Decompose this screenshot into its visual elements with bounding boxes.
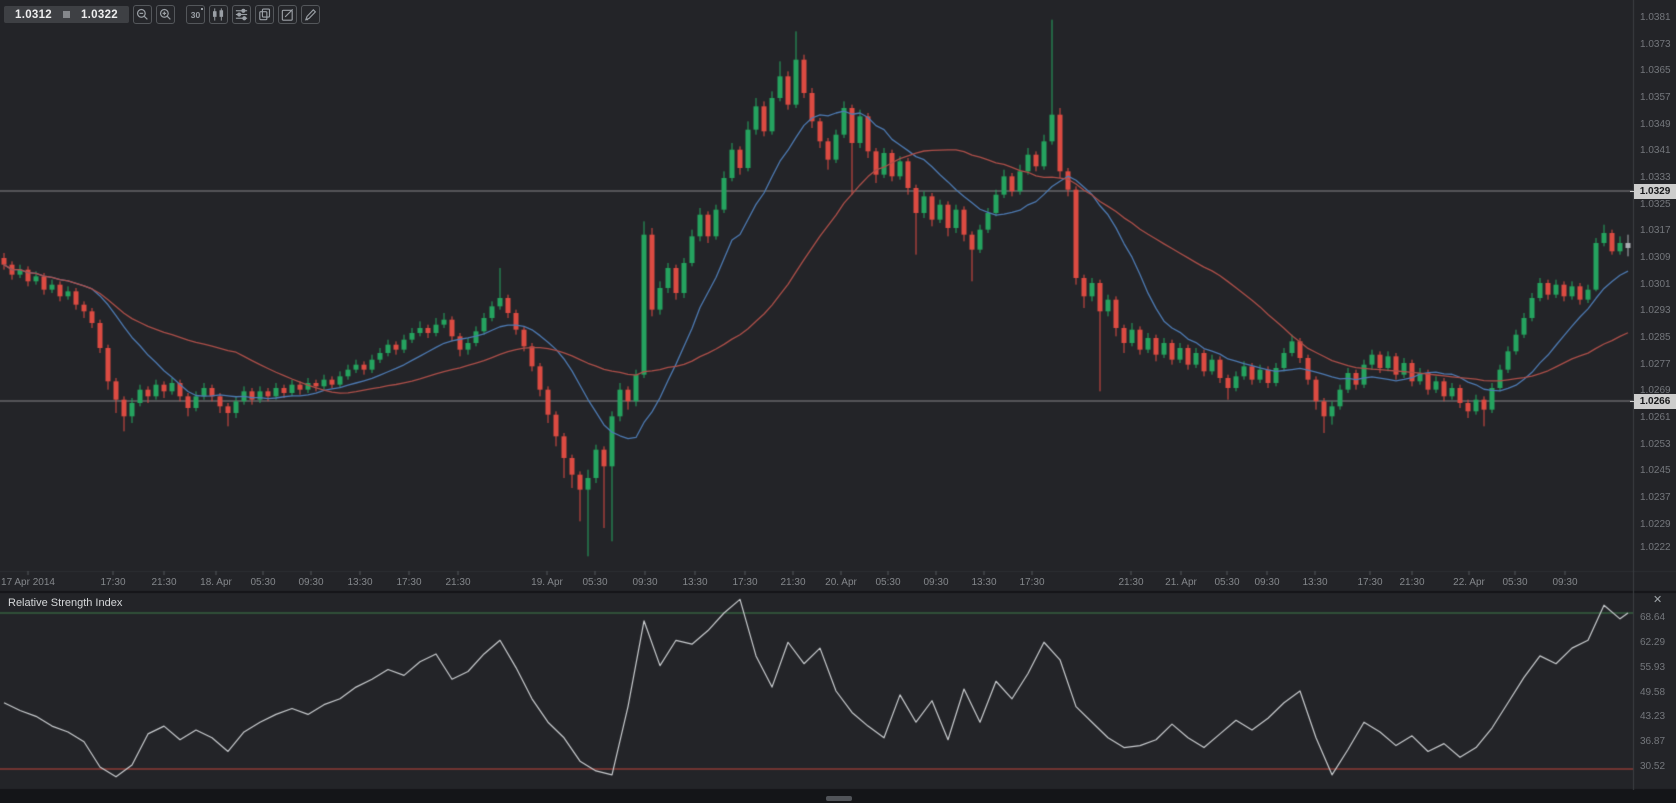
time-axis-label: 21. Apr — [1165, 577, 1197, 588]
time-axis-label: 22. Apr — [1453, 577, 1485, 588]
time-axis-label: 09:30 — [632, 577, 658, 588]
edit-square-icon — [280, 7, 295, 22]
price-axis-label: 1.0349 — [1640, 118, 1671, 130]
price-axis-label: 1.0381 — [1640, 12, 1671, 23]
time-axis-label: 05:30 — [1214, 577, 1240, 588]
timeframe-30m-icon: 30 — [190, 7, 204, 20]
spread-square-icon — [62, 11, 70, 18]
toolbar-buttons: 30 — [132, 5, 320, 24]
timeframe-button[interactable]: 30 — [185, 5, 205, 24]
scrollbar-handle[interactable] — [826, 796, 852, 801]
bid-ask-display[interactable]: 1.0312 1.0322 — [4, 6, 129, 23]
time-axis-label: 21:30 — [1399, 577, 1425, 588]
price-axis-label: 1.0317 — [1640, 225, 1671, 237]
time-axis-label: 19. Apr — [531, 577, 563, 588]
time-axis-label: 13:30 — [1302, 577, 1328, 588]
price-axis-label: 1.0373 — [1640, 38, 1671, 50]
price-level-label[interactable]: 1.0266 — [1630, 393, 1676, 409]
time-axis-label: 13:30 — [971, 577, 997, 588]
edit-annotations-button[interactable] — [277, 5, 297, 24]
time-axis-label: 21:30 — [1118, 577, 1144, 588]
rsi-axis-label: 68.64 — [1640, 612, 1666, 624]
zoom-in-button[interactable] — [155, 5, 175, 24]
rsi-panel-title: Relative Strength Index — [8, 597, 123, 609]
price-level-label[interactable]: 1.0329 — [1630, 183, 1676, 199]
time-axis-label: 05:30 — [875, 577, 901, 588]
time-axis-label: 17:30 — [100, 577, 126, 588]
price-axis-label: 1.0285 — [1640, 332, 1671, 343]
rsi-axis-label: 43.23 — [1640, 711, 1666, 723]
price-axis-label: 1.0357 — [1640, 92, 1671, 103]
indicator-sliders-icon — [234, 7, 249, 22]
time-axis-label: 17:30 — [1019, 577, 1045, 588]
draw-button[interactable] — [300, 5, 320, 24]
price-axis-label: 1.0261 — [1640, 412, 1671, 423]
magnifier-minus-icon — [135, 7, 150, 22]
time-axis-label: 17:30 — [396, 577, 422, 588]
price-axis-label: 1.0325 — [1640, 198, 1671, 210]
copy-icon — [257, 7, 272, 22]
scrollbar-track[interactable] — [0, 790, 1676, 803]
time-axis-label: 20. Apr — [825, 577, 857, 588]
time-axis-label: 05:30 — [250, 577, 276, 588]
indicators-button[interactable] — [231, 5, 251, 24]
pencil-icon — [303, 7, 318, 22]
price-axis-label: 1.0293 — [1640, 305, 1671, 317]
time-axis-label: 21:30 — [780, 577, 806, 588]
bid-price: 1.0312 — [15, 8, 52, 21]
rsi-axis-label: 55.93 — [1640, 661, 1666, 673]
rsi-close-icon[interactable]: ✕ — [1653, 594, 1663, 606]
price-axis-label: 1.0341 — [1640, 145, 1671, 157]
time-axis-label: 09:30 — [1552, 577, 1578, 588]
price-axis-label: 1.0333 — [1640, 172, 1671, 183]
chart-toolbar: 1.0312 1.0322 30 — [4, 5, 320, 24]
price-axis-label: 1.0245 — [1640, 465, 1671, 477]
price-axis-label: 1.0301 — [1640, 278, 1671, 290]
rsi-axis-label: 62.29 — [1640, 637, 1666, 649]
price-axis-label: 1.0229 — [1640, 518, 1671, 530]
time-axis-label: 09:30 — [298, 577, 324, 588]
price-axis-label: 1.0365 — [1640, 65, 1671, 77]
time-axis-label: 17:30 — [732, 577, 758, 588]
ask-price: 1.0322 — [80, 8, 118, 21]
time-axis-label: 13:30 — [347, 577, 373, 588]
chart-type-button[interactable] — [208, 5, 228, 24]
time-axis-label: 09:30 — [1254, 577, 1280, 588]
price-axis-label: 1.0222 — [1640, 542, 1671, 553]
rsi-axis-label: 49.58 — [1640, 686, 1666, 698]
time-axis-label: 17:30 — [1357, 577, 1383, 588]
magnifier-plus-icon — [158, 7, 173, 22]
time-axis-label: 13:30 — [682, 577, 708, 588]
price-axis-label: 1.0309 — [1640, 252, 1671, 263]
price-axis-label: 1.0269 — [1640, 385, 1671, 397]
time-axis-label: 21:30 — [151, 577, 177, 588]
time-axis-label: 05:30 — [1502, 577, 1528, 588]
time-axis-label: 17 Apr 2014 — [1, 577, 55, 588]
time-axis-label: 18. Apr — [200, 577, 232, 588]
rsi-axis-label: 30.52 — [1640, 760, 1666, 772]
price-axis-label: 1.0277 — [1640, 358, 1671, 370]
candlestick-icon — [211, 7, 226, 22]
zoom-out-button[interactable] — [132, 5, 152, 24]
time-axis-label: 21:30 — [445, 577, 471, 588]
rsi-axis-label: 36.87 — [1640, 736, 1666, 748]
time-axis-label: 09:30 — [923, 577, 949, 588]
duplicate-chart-button[interactable] — [254, 5, 274, 24]
price-axis-label: 1.0237 — [1640, 492, 1671, 503]
time-axis-label: 05:30 — [582, 577, 608, 588]
price-axis-label: 1.0253 — [1640, 438, 1671, 450]
